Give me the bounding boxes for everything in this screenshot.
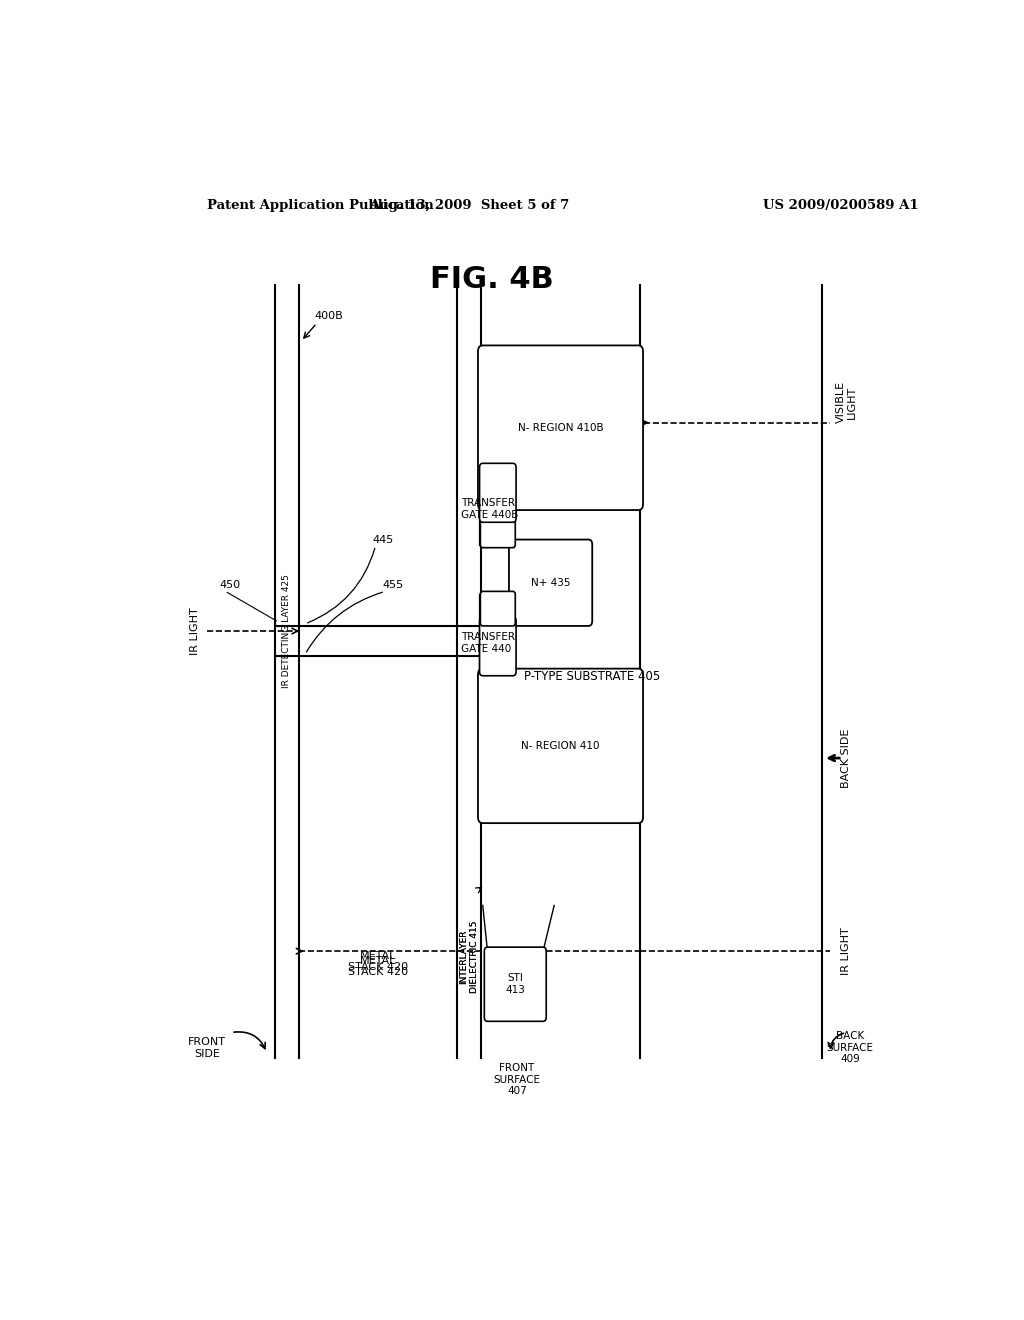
- Text: FIG. 4B: FIG. 4B: [430, 265, 553, 294]
- Text: 445: 445: [373, 535, 393, 545]
- Text: N+ 435: N+ 435: [530, 578, 570, 587]
- Text: VISIBLE
LIGHT: VISIBLE LIGHT: [836, 381, 857, 424]
- Text: TRANSFER
GATE 440B: TRANSFER GATE 440B: [461, 498, 519, 520]
- FancyBboxPatch shape: [480, 591, 515, 626]
- FancyBboxPatch shape: [479, 463, 516, 523]
- FancyBboxPatch shape: [479, 616, 516, 676]
- FancyBboxPatch shape: [478, 669, 643, 824]
- Text: BACK SIDE: BACK SIDE: [841, 729, 851, 788]
- Bar: [482, 351, 638, 504]
- Text: IR LIGHT: IR LIGHT: [841, 928, 851, 975]
- Text: FRONT
SIDE: FRONT SIDE: [188, 1038, 226, 1059]
- Text: Patent Application Publication: Patent Application Publication: [207, 199, 434, 213]
- Text: N- REGION 410B: N- REGION 410B: [518, 422, 603, 433]
- FancyBboxPatch shape: [480, 513, 515, 548]
- FancyBboxPatch shape: [484, 948, 546, 1022]
- Text: 450: 450: [219, 581, 241, 590]
- Text: METAL
STACK 420: METAL STACK 420: [348, 950, 408, 972]
- Text: US 2009/0200589 A1: US 2009/0200589 A1: [763, 199, 919, 213]
- FancyBboxPatch shape: [478, 346, 643, 510]
- Text: INTERLAYER
DIELECTRIC 415: INTERLAYER DIELECTRIC 415: [460, 920, 479, 993]
- Text: TRANSFER
GATE 440: TRANSFER GATE 440: [461, 632, 515, 653]
- Text: 455: 455: [382, 581, 403, 590]
- Text: BACK
SURFACE
409: BACK SURFACE 409: [826, 1031, 873, 1064]
- Text: 400B: 400B: [314, 312, 343, 321]
- Text: METAL
STACK 420: METAL STACK 420: [348, 956, 408, 977]
- Text: FRONT
SURFACE
407: FRONT SURFACE 407: [494, 1063, 541, 1096]
- Text: STI
413: STI 413: [505, 973, 525, 995]
- Text: IR DETECTING LAYER 425: IR DETECTING LAYER 425: [283, 574, 291, 688]
- Text: IR LIGHT: IR LIGHT: [190, 607, 201, 655]
- Text: N- REGION 410: N- REGION 410: [521, 741, 600, 751]
- Text: P-TYPE SUBSTRATE 405: P-TYPE SUBSTRATE 405: [524, 671, 660, 684]
- FancyBboxPatch shape: [509, 540, 592, 626]
- Text: INTERLAYER
DIELECTRIC 415: INTERLAYER DIELECTRIC 415: [460, 920, 479, 993]
- Text: Aug. 13, 2009  Sheet 5 of 7: Aug. 13, 2009 Sheet 5 of 7: [369, 199, 569, 213]
